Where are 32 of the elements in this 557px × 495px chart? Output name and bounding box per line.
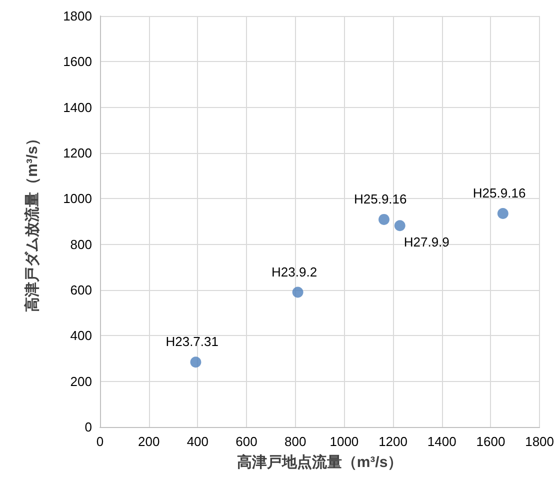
point (394, 220, 406, 232)
y-tick-label: 200 (70, 374, 92, 389)
x-tick-label: 200 (138, 434, 160, 449)
x-tick-label: 1200 (378, 434, 408, 449)
x-tick-label: 400 (186, 434, 209, 449)
point (190, 356, 202, 368)
point (497, 208, 508, 220)
y-tick-label: 600 (70, 282, 92, 298)
y-tick-label: 1600 (63, 54, 92, 70)
annotation: H25.9.16 (472, 186, 526, 201)
x-axis-title: 高津戸地点流量（m³/s） (236, 453, 403, 471)
annotation: H23.7.31 (166, 334, 218, 350)
y-tick-label: 1400 (63, 100, 92, 115)
x-tick-label: 800 (284, 434, 306, 449)
x-tick-label: 1400 (427, 434, 456, 449)
y-tick-label: 800 (70, 236, 92, 252)
annotation: H23.9.2 (272, 264, 318, 280)
x-tick-label: 1800 (525, 434, 554, 449)
x-tick-label: 1600 (476, 434, 506, 449)
y-tick-label: 0 (84, 420, 92, 434)
y-tick-label: 1800 (63, 8, 92, 24)
y-tick-label: 1000 (63, 191, 92, 206)
point (292, 286, 304, 298)
x-tick-label: 0 (96, 434, 104, 449)
annotation: H27.9.9 (404, 234, 450, 250)
y-tick-label: 1200 (63, 146, 92, 160)
x-tick-label: 1000 (330, 434, 359, 449)
y-tick-label: 400 (70, 328, 92, 344)
x-tick-label: 600 (236, 434, 258, 449)
annotation: H25.9.16 (354, 191, 407, 206)
y-axis-title: 高津戸ダム放流量（m³/s） (23, 131, 41, 312)
point (378, 214, 390, 225)
